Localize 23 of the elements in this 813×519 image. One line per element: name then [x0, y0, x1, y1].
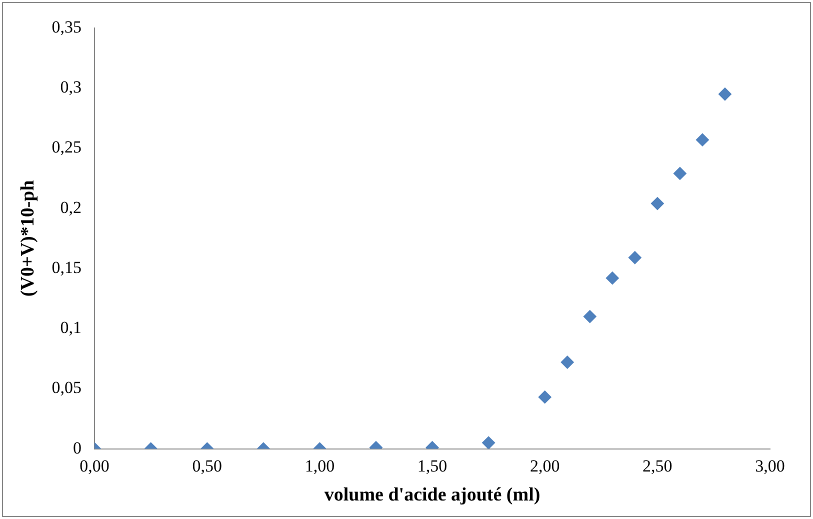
x-tick-label: 1,00 — [304, 456, 335, 476]
x-tick-label: 2,00 — [530, 456, 560, 476]
point — [650, 197, 664, 210]
x-tick-label: 0,50 — [192, 456, 222, 476]
y-tick-label: 0,15 — [52, 258, 82, 277]
point — [628, 251, 642, 264]
y-tick-label: 0,1 — [60, 318, 82, 338]
y-tick-label: 0,35 — [52, 17, 82, 36]
x-tick-label: 2,50 — [642, 456, 672, 476]
point — [696, 133, 709, 146]
y-tick-label: 0,05 — [52, 378, 82, 398]
x-tick-label: 1,50 — [417, 456, 448, 476]
x-axis-title: volume d'acide ajouté (ml) — [324, 484, 540, 506]
y-tick-label: 0,25 — [52, 138, 82, 157]
y-tick-label: 0,3 — [60, 78, 82, 97]
y-tick-label: 0 — [73, 438, 82, 458]
x-tick-label: 3,00 — [755, 456, 785, 476]
point — [606, 272, 619, 285]
point — [673, 166, 686, 180]
y-tick-label: 0,2 — [60, 198, 82, 217]
point — [718, 88, 732, 101]
y-axis-title: (V0+V)*10-ph — [17, 180, 38, 297]
x-tick-label: 0,00 — [80, 456, 110, 476]
